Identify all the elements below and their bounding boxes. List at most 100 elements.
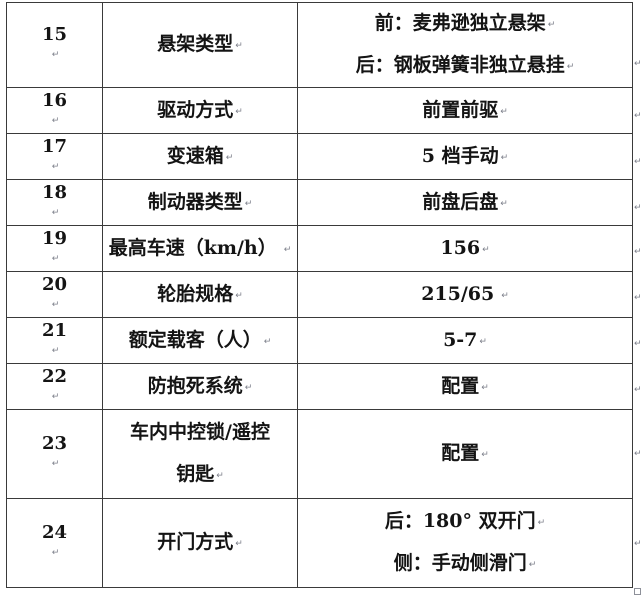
row-number-cell: 19 ↵ bbox=[6, 225, 103, 272]
paragraph-mark-icon: ↵ bbox=[537, 518, 546, 529]
paragraph-mark-icon: ↵ bbox=[283, 244, 292, 255]
paragraph-mark-icon: ↵ bbox=[634, 59, 642, 69]
row-number: 21 bbox=[41, 319, 68, 341]
row-value-text: 156 bbox=[440, 236, 481, 259]
vehicle-specification-table: 15 ↵ 悬架类型 ↵ 前：麦弗逊独立悬架 ↵ 后：钢板弹簧非独立悬挂 ↵ 16 ↵ bbox=[6, 2, 633, 588]
row-number-cell: 21 ↵ bbox=[6, 317, 103, 364]
row-value-cell: 前置前驱 ↵ bbox=[297, 87, 633, 134]
row-item-text: 制动器类型 bbox=[147, 190, 243, 213]
row-item-text: 额定载客（人） bbox=[128, 328, 262, 351]
paragraph-mark-icon: ↵ bbox=[263, 336, 272, 347]
table-row: 18 ↵ 制动器类型 ↵ 前盘后盘 ↵ bbox=[6, 179, 633, 226]
row-number: 24 bbox=[41, 522, 68, 544]
paragraph-mark-icon: ↵ bbox=[500, 106, 508, 117]
row-value-text: 配置 bbox=[441, 374, 480, 397]
table-row: 15 ↵ 悬架类型 ↵ 前：麦弗逊独立悬架 ↵ 后：钢板弹簧非独立悬挂 ↵ bbox=[6, 2, 633, 88]
row-number-cell: 23 ↵ bbox=[6, 409, 103, 499]
paragraph-mark-icon: ↵ bbox=[634, 385, 642, 395]
row-value-cell: 156 ↵ bbox=[297, 225, 633, 272]
row-value-text: 后：180° 双开门 bbox=[384, 510, 536, 533]
table-row: 19 ↵ 最高车速（km/h） ↵ 156 ↵ bbox=[6, 225, 633, 272]
row-item-cell: 轮胎规格 ↵ bbox=[102, 271, 298, 318]
paragraph-mark-icon: ↵ bbox=[634, 449, 642, 459]
table-row: 24 ↵ 开门方式 ↵ 后：180° 双开门 ↵ 侧：手动侧滑门 ↵ bbox=[6, 498, 633, 588]
paragraph-mark-icon: ↵ bbox=[479, 336, 487, 347]
table-row: 16 ↵ 驱动方式 ↵ 前置前驱 ↵ bbox=[6, 87, 633, 134]
row-number-cell: 17 ↵ bbox=[6, 133, 103, 180]
paragraph-mark-icon: ↵ bbox=[481, 450, 489, 461]
row-value-cell: 前盘后盘 ↵ bbox=[297, 179, 633, 226]
row-item-cell: 额定载客（人） ↵ bbox=[102, 317, 298, 364]
paragraph-mark-icon: ↵ bbox=[500, 152, 509, 163]
row-value-cell: 5-7 ↵ bbox=[297, 317, 633, 364]
paragraph-mark-icon: ↵ bbox=[51, 345, 60, 356]
row-item-cell: 变速箱 ↵ bbox=[102, 133, 298, 180]
paragraph-mark-icon: ↵ bbox=[528, 560, 537, 570]
row-item-cell: 最高车速（km/h） ↵ bbox=[102, 225, 298, 272]
paragraph-mark-icon: ↵ bbox=[225, 152, 234, 163]
paragraph-mark-icon: ↵ bbox=[244, 198, 253, 209]
row-item-text: 轮胎规格 bbox=[157, 282, 234, 305]
row-value-text: 前置前驱 bbox=[422, 98, 499, 121]
row-value-text: 215/65 bbox=[421, 282, 495, 305]
row-value-text: 侧：手动侧滑门 bbox=[393, 552, 527, 574]
paragraph-mark-icon: ↵ bbox=[51, 459, 60, 469]
paragraph-mark-icon: ↵ bbox=[634, 539, 642, 549]
row-item-text: 防抱死系统 bbox=[147, 374, 243, 397]
row-item-cell: 制动器类型 ↵ bbox=[102, 179, 298, 226]
row-number: 16 bbox=[41, 89, 68, 111]
paragraph-mark-icon: ↵ bbox=[244, 382, 253, 393]
paragraph-mark-icon: ↵ bbox=[235, 290, 243, 301]
row-value-cell: 后：180° 双开门 ↵ 侧：手动侧滑门 ↵ bbox=[297, 498, 633, 588]
paragraph-mark-icon: ↵ bbox=[482, 244, 490, 255]
row-number-cell: 18 ↵ bbox=[6, 179, 103, 226]
row-number-cell: 16 ↵ bbox=[6, 87, 103, 134]
row-value-text: 后：钢板弹簧非独立悬挂 bbox=[355, 54, 565, 76]
table-body: 15 ↵ 悬架类型 ↵ 前：麦弗逊独立悬架 ↵ 后：钢板弹簧非独立悬挂 ↵ 16 ↵ bbox=[6, 2, 633, 588]
row-number: 22 bbox=[41, 365, 68, 387]
row-value-cell: 5 档手动 ↵ bbox=[297, 133, 633, 180]
paragraph-mark-icon: ↵ bbox=[51, 115, 60, 126]
row-item-text: 最高车速（km/h） bbox=[108, 236, 277, 259]
paragraph-mark-icon: ↵ bbox=[634, 339, 642, 349]
row-value-text: 前盘后盘 bbox=[422, 190, 499, 213]
paragraph-mark-icon: ↵ bbox=[51, 207, 60, 218]
row-item-text: 驱动方式 bbox=[157, 98, 234, 121]
row-number-cell: 22 ↵ bbox=[6, 363, 103, 410]
paragraph-mark-icon: ↵ bbox=[51, 50, 60, 60]
row-number-cell: 24 ↵ bbox=[6, 498, 103, 588]
paragraph-mark-icon: ↵ bbox=[634, 203, 642, 213]
row-item-text: 钥匙 bbox=[176, 463, 215, 485]
row-item-text: 车内中控锁/遥控 bbox=[130, 421, 270, 444]
paragraph-mark-icon: ↵ bbox=[235, 106, 243, 117]
row-item-cell: 车内中控锁/遥控 钥匙 ↵ bbox=[102, 409, 298, 499]
table-row: 22 ↵ 防抱死系统 ↵ 配置 ↵ bbox=[6, 363, 633, 410]
paragraph-mark-icon: ↵ bbox=[634, 247, 642, 257]
row-value-cell: 215/65 ↵ bbox=[297, 271, 633, 318]
table-row: 21 ↵ 额定载客（人） ↵ 5-7 ↵ bbox=[6, 317, 633, 364]
row-number: 23 bbox=[41, 433, 68, 455]
row-item-cell: 防抱死系统 ↵ bbox=[102, 363, 298, 410]
paragraph-mark-icon: ↵ bbox=[634, 293, 642, 303]
paragraph-mark-icon: ↵ bbox=[500, 198, 508, 209]
row-number-cell: 20 ↵ bbox=[6, 271, 103, 318]
end-of-document-marker-icon bbox=[634, 588, 641, 595]
paragraph-mark-icon: ↵ bbox=[51, 548, 60, 558]
row-value-text: 5 档手动 bbox=[421, 144, 499, 167]
row-number: 20 bbox=[41, 273, 68, 295]
row-value-text: 配置 bbox=[441, 442, 480, 465]
margin-paragraph-marks: ↵ ↵ ↵ ↵ ↵ ↵ ↵ ↵ ↵ ↵ bbox=[634, 0, 643, 598]
row-value-cell: 前：麦弗逊独立悬架 ↵ 后：钢板弹簧非独立悬挂 ↵ bbox=[297, 2, 633, 88]
row-value-text: 前：麦弗逊独立悬架 bbox=[374, 12, 546, 35]
paragraph-mark-icon: ↵ bbox=[501, 290, 509, 301]
paragraph-mark-icon: ↵ bbox=[235, 539, 243, 550]
paragraph-mark-icon: ↵ bbox=[51, 253, 60, 264]
paragraph-mark-icon: ↵ bbox=[51, 299, 60, 310]
row-number: 17 bbox=[41, 135, 68, 157]
paragraph-mark-icon: ↵ bbox=[634, 157, 642, 167]
row-item-text: 开门方式 bbox=[157, 531, 234, 554]
paragraph-mark-icon: ↵ bbox=[51, 391, 60, 402]
row-value-text: 5-7 bbox=[443, 328, 478, 351]
row-number-cell: 15 ↵ bbox=[6, 2, 103, 88]
